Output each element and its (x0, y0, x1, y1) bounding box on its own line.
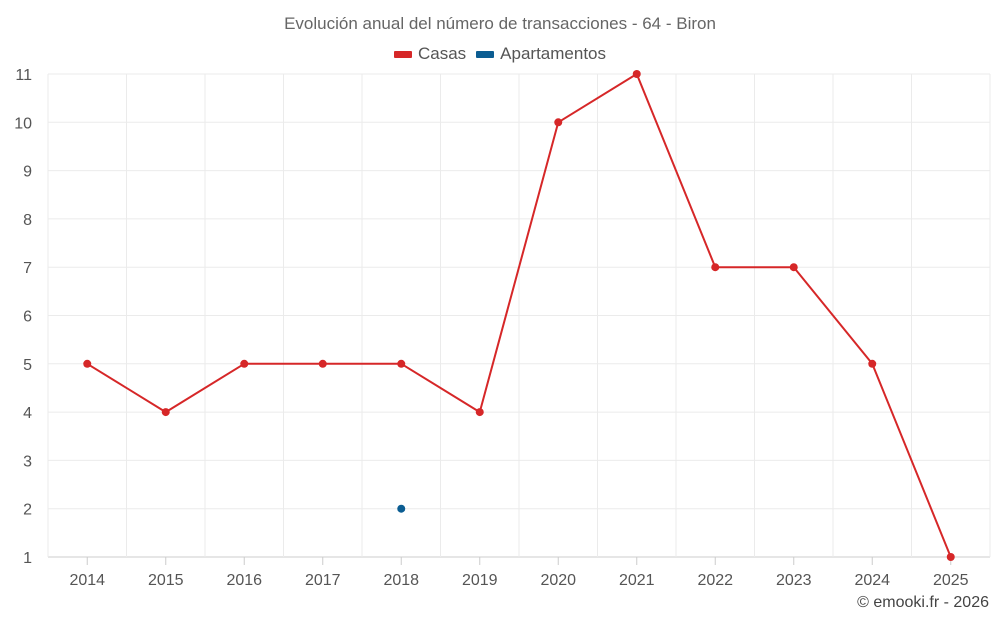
x-tick-label: 2023 (776, 572, 812, 589)
y-tick-label: 10 (14, 115, 32, 132)
data-point-casas (318, 359, 327, 368)
y-tick-label: 9 (23, 164, 32, 181)
data-point-casas (240, 359, 249, 368)
x-tick-label: 2022 (697, 572, 733, 589)
data-point-casas (632, 70, 641, 78)
x-tick-label: 2014 (69, 572, 105, 589)
y-tick-label: 8 (23, 212, 32, 229)
data-point-casas (83, 359, 92, 368)
data-point-casas (711, 263, 720, 272)
data-point-apartamentos (397, 504, 406, 513)
credit-text: © emooki.fr - 2026 (857, 594, 989, 611)
x-tick-label: 2025 (933, 572, 969, 589)
chart-title: Evolución anual del número de transaccio… (284, 14, 716, 33)
legend-item-apartamentos[interactable]: Apartamentos (476, 44, 606, 64)
x-tick-label: 2019 (462, 572, 498, 589)
y-tick-label: 11 (15, 67, 32, 84)
x-tick-label: 2018 (383, 572, 419, 589)
legend-label-casas: Casas (417, 44, 467, 63)
y-tick-label: 7 (23, 260, 32, 277)
data-point-casas (789, 263, 798, 272)
data-point-casas (868, 359, 877, 368)
legend-item-casas[interactable]: Casas (393, 44, 467, 64)
data-point-casas (397, 359, 406, 368)
y-tick-label: 6 (23, 309, 32, 326)
x-tick-label: 2024 (854, 572, 890, 589)
y-tick-label: 1 (23, 550, 32, 567)
y-tick-label: 3 (23, 453, 32, 470)
legend: Casas Apartamentos (0, 44, 1000, 64)
legend-swatch-apartamentos (476, 50, 495, 58)
y-tick-label: 4 (23, 405, 32, 422)
data-point-casas (554, 118, 563, 127)
x-tick-label: 2017 (305, 572, 341, 589)
data-point-casas (946, 553, 955, 561)
legend-swatch-casas (393, 50, 412, 58)
data-point-casas (475, 408, 484, 417)
y-tick-label: 5 (23, 357, 32, 374)
legend-label-apartamentos: Apartamentos (500, 44, 607, 63)
y-tick-label: 2 (23, 502, 32, 519)
x-tick-label: 2016 (226, 572, 262, 589)
x-tick-label: 2015 (148, 572, 184, 589)
data-point-casas (161, 408, 170, 417)
x-tick-label: 2021 (619, 572, 655, 589)
x-tick-label: 2020 (540, 572, 576, 589)
series-line-casas (86, 73, 952, 558)
